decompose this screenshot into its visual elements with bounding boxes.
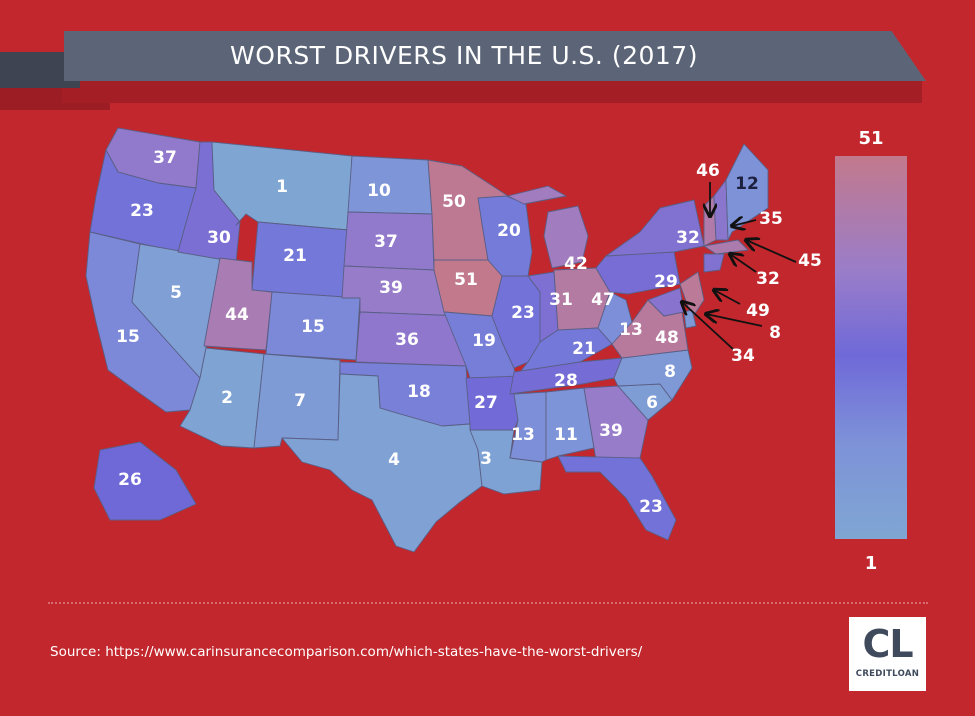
state-value-ar: 27: [474, 393, 498, 413]
banner-shadow: [62, 78, 922, 103]
state-value-ca: 15: [116, 327, 140, 347]
title-banner: [64, 31, 926, 81]
state-fl: [557, 455, 677, 541]
divider: [48, 602, 928, 604]
state-value-or: 23: [130, 201, 154, 221]
state-value-ne: 39: [379, 278, 403, 298]
state-value-fl: 23: [639, 497, 663, 517]
state-ny: [605, 199, 705, 257]
state-value-vt: 46: [696, 161, 720, 181]
page-title: WORST DRIVERS IN THE U.S. (2017): [230, 41, 698, 70]
state-value-nc: 8: [664, 362, 676, 382]
state-value-nh: 35: [759, 209, 783, 229]
state-value-in: 31: [549, 290, 573, 310]
source-citation: Source: https://www.carinsurancecomparis…: [50, 644, 643, 660]
state-value-mn: 50: [442, 192, 466, 212]
state-value-mt: 1: [276, 177, 288, 197]
state-al: [545, 387, 595, 461]
state-mi: [507, 185, 589, 269]
state-value-ak: 26: [118, 470, 142, 490]
callout-arrow-de: [706, 314, 763, 327]
state-value-de: 8: [769, 323, 781, 343]
state-value-nj: 49: [746, 301, 770, 321]
callout-arrow-nh: [732, 220, 757, 226]
callout-arrow-ct: [730, 254, 757, 273]
legend-min-label: 1: [864, 553, 878, 574]
state-value-md: 34: [731, 346, 755, 366]
state-value-ks: 36: [395, 330, 419, 350]
state-value-wv: 13: [619, 320, 643, 340]
state-value-pa: 29: [654, 272, 678, 292]
state-value-me: 12: [735, 174, 759, 194]
state-value-ga: 39: [599, 421, 623, 441]
state-value-mo: 19: [472, 331, 496, 351]
state-la: [469, 429, 543, 495]
state-value-ms: 13: [511, 425, 535, 445]
creditloan-logo: CL CREDITLOAN: [849, 617, 926, 691]
state-value-la: 3: [480, 449, 492, 469]
state-value-nv: 5: [170, 283, 182, 303]
state-ct: [703, 253, 725, 273]
state-value-tx: 4: [388, 450, 400, 470]
state-wv: [597, 291, 633, 345]
state-value-al: 11: [554, 425, 578, 445]
logo-wordmark: CREDITLOAN: [855, 669, 920, 679]
state-value-ok: 18: [407, 382, 431, 402]
state-value-ut: 44: [225, 305, 249, 325]
state-value-sc: 6: [646, 393, 658, 413]
callout-arrows: [682, 182, 797, 351]
state-ky: [519, 327, 613, 373]
legend-max-label: 51: [858, 128, 884, 149]
state-tx: [281, 373, 483, 553]
state-value-ky: 21: [572, 339, 596, 359]
state-value-wy: 21: [283, 246, 307, 266]
callout-arrow-ma: [746, 240, 797, 263]
state-value-id: 30: [207, 228, 231, 248]
state-ak: [93, 441, 197, 521]
state-value-ct: 32: [756, 269, 780, 289]
state-value-mi: 42: [564, 254, 588, 274]
state-value-va: 48: [655, 328, 679, 348]
state-value-nm: 7: [294, 391, 306, 411]
state-value-ny: 32: [676, 228, 700, 248]
legend-color-scale: [835, 156, 907, 539]
state-value-ma: 45: [798, 251, 822, 271]
state-value-wa: 37: [153, 148, 177, 168]
state-value-il: 23: [511, 303, 535, 323]
state-value-wi: 20: [497, 221, 521, 241]
logo-mark: CL: [862, 622, 913, 666]
state-value-ia: 51: [454, 270, 478, 290]
state-value-co: 15: [301, 317, 325, 337]
state-value-tn: 28: [554, 371, 578, 391]
state-value-oh: 47: [591, 290, 615, 310]
callout-arrow-nj: [714, 290, 741, 305]
state-value-az: 2: [221, 388, 233, 408]
state-value-nd: 10: [367, 181, 391, 201]
state-value-sd: 37: [374, 232, 398, 252]
callout-arrow-md: [682, 302, 735, 351]
